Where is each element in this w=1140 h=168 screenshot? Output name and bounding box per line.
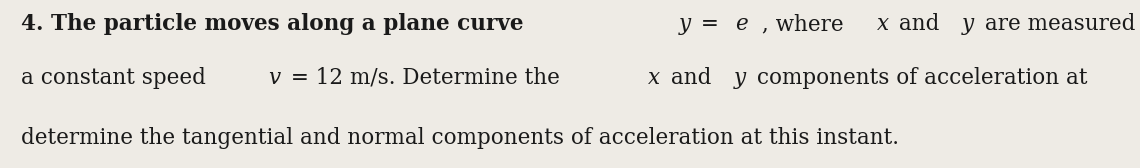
Text: , where: , where — [763, 13, 850, 35]
Text: =: = — [694, 13, 726, 35]
Text: v: v — [268, 67, 280, 89]
Text: y: y — [734, 67, 747, 89]
Text: x: x — [649, 67, 660, 89]
Text: and: and — [665, 67, 718, 89]
Text: e: e — [735, 13, 748, 35]
Text: components of acceleration at: components of acceleration at — [750, 67, 1094, 89]
Text: determine the tangential and normal components of acceleration at this instant.: determine the tangential and normal comp… — [21, 128, 898, 150]
Text: and: and — [893, 13, 946, 35]
Text: y: y — [962, 13, 975, 35]
Text: 4. The particle moves along a plane curve: 4. The particle moves along a plane curv… — [21, 13, 530, 35]
Text: y: y — [678, 13, 691, 35]
Text: = 12 m/s. Determine the: = 12 m/s. Determine the — [284, 67, 567, 89]
Text: a constant speed: a constant speed — [21, 67, 212, 89]
Text: x: x — [877, 13, 888, 35]
Text: are measured in meters. It has: are measured in meters. It has — [978, 13, 1140, 35]
